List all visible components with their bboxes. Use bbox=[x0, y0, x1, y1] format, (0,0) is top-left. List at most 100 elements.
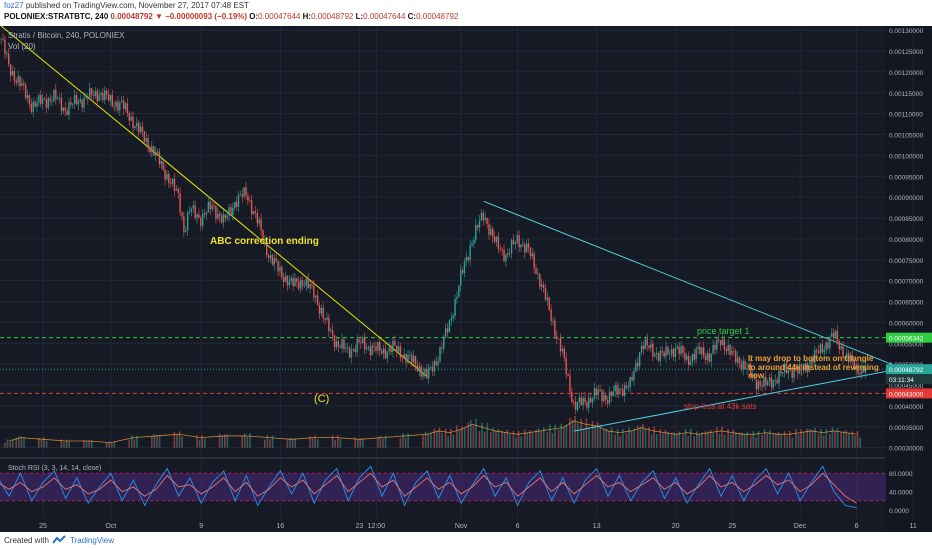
candle-body bbox=[122, 100, 125, 110]
candle-body bbox=[277, 261, 279, 272]
volume-bar bbox=[840, 431, 842, 448]
volume-bar bbox=[580, 418, 582, 448]
volume-bar bbox=[755, 437, 757, 448]
volume-bar bbox=[506, 429, 509, 448]
candle-body bbox=[107, 94, 110, 101]
candle-body bbox=[768, 377, 771, 382]
candle-body bbox=[188, 211, 191, 213]
candle-body bbox=[691, 354, 694, 362]
volume-bar bbox=[467, 422, 469, 448]
candle-body bbox=[145, 137, 147, 143]
volume-bar bbox=[628, 427, 630, 448]
candle-body bbox=[650, 343, 652, 348]
candle-body bbox=[565, 357, 567, 374]
candle-body bbox=[11, 70, 14, 76]
candle-body bbox=[335, 341, 338, 348]
publish-info: foz27 published on TradingView.com, Nove… bbox=[4, 1, 249, 10]
candle-body bbox=[218, 213, 221, 217]
volume-bar bbox=[244, 433, 246, 448]
candle-body bbox=[721, 339, 724, 346]
y-tick-label: 0.00055000 bbox=[889, 341, 924, 348]
volume-bar bbox=[198, 439, 201, 448]
candle-body bbox=[437, 361, 439, 366]
candle-body bbox=[458, 285, 460, 297]
candle-body bbox=[452, 315, 454, 319]
tradingview-brand[interactable]: TradingView bbox=[70, 536, 115, 545]
candle-body bbox=[776, 380, 778, 384]
candle-body bbox=[548, 297, 550, 310]
y-tick-label: 0.00110000 bbox=[889, 112, 923, 119]
volume-bar bbox=[430, 432, 432, 448]
volume-bar bbox=[422, 435, 424, 448]
candle-body bbox=[9, 64, 12, 76]
candle-body bbox=[388, 347, 390, 352]
candle-body bbox=[571, 391, 573, 402]
candle-body bbox=[614, 384, 616, 392]
candle-body bbox=[151, 146, 153, 153]
volume-bar bbox=[515, 437, 517, 448]
candle-body bbox=[499, 248, 501, 250]
volume-bar bbox=[560, 423, 562, 448]
candle-body bbox=[186, 212, 189, 231]
volume-bar bbox=[196, 435, 198, 448]
candle-body bbox=[605, 394, 607, 401]
candle-body bbox=[778, 370, 780, 384]
candle-body bbox=[621, 389, 624, 397]
volume-bar bbox=[800, 429, 802, 448]
volume-bar bbox=[662, 433, 664, 448]
author-link[interactable]: foz27 bbox=[4, 1, 24, 10]
candle-body bbox=[827, 342, 829, 349]
candle-body bbox=[670, 348, 673, 355]
volume-bar bbox=[18, 436, 20, 448]
volume-bar bbox=[689, 428, 692, 448]
candle-body bbox=[23, 83, 25, 85]
candle-body bbox=[763, 376, 765, 387]
candle-body bbox=[56, 98, 59, 100]
candle-body bbox=[382, 348, 385, 354]
candle-body bbox=[411, 354, 413, 363]
volume-bar bbox=[337, 435, 339, 448]
volume-bar bbox=[571, 419, 574, 448]
candle-body bbox=[79, 99, 81, 102]
candle-body bbox=[806, 363, 808, 373]
volume-bar bbox=[786, 436, 788, 448]
candle-body bbox=[81, 99, 83, 108]
y-tick-label: 0.00100000 bbox=[889, 153, 924, 160]
candle-body bbox=[230, 207, 232, 216]
candle-body bbox=[296, 278, 298, 282]
volume-bar bbox=[399, 438, 402, 448]
candle-body bbox=[510, 239, 513, 254]
candle-body bbox=[559, 338, 562, 352]
candle-body bbox=[537, 273, 539, 275]
volume-bar bbox=[588, 428, 590, 448]
candle-body bbox=[395, 345, 398, 352]
target-price-label-bg bbox=[886, 332, 932, 343]
volume-bar bbox=[848, 432, 850, 448]
candle-body bbox=[767, 381, 769, 385]
volume-bar bbox=[763, 429, 766, 448]
candle-body bbox=[414, 356, 417, 366]
candle-body bbox=[524, 244, 526, 253]
candle-body bbox=[126, 103, 129, 114]
candle-body bbox=[109, 95, 112, 101]
candle-body bbox=[699, 346, 701, 354]
publish-date: published on TradingView.com, November 2… bbox=[25, 1, 249, 10]
candle-body bbox=[2, 38, 4, 40]
candle-body bbox=[345, 348, 347, 349]
candle-body bbox=[625, 385, 628, 388]
target-price-label: 0.00056342 bbox=[889, 336, 924, 343]
volume-bar bbox=[517, 430, 520, 448]
volume-bar bbox=[108, 441, 110, 448]
candle-body bbox=[719, 340, 722, 346]
candle-body bbox=[418, 366, 420, 372]
volume-bar bbox=[529, 430, 531, 448]
candle-body bbox=[529, 247, 532, 257]
candle-body bbox=[286, 276, 289, 286]
candle-body bbox=[235, 201, 238, 207]
y-tick-label: 0.00090000 bbox=[889, 195, 924, 202]
candle-body bbox=[213, 205, 215, 207]
candle-body bbox=[676, 346, 679, 349]
price-chart[interactable]: 0.00130000 0.00125000 0.00120000 0.00115000… bbox=[0, 26, 932, 532]
volume-bar bbox=[769, 430, 771, 448]
volume-bar bbox=[60, 439, 63, 448]
